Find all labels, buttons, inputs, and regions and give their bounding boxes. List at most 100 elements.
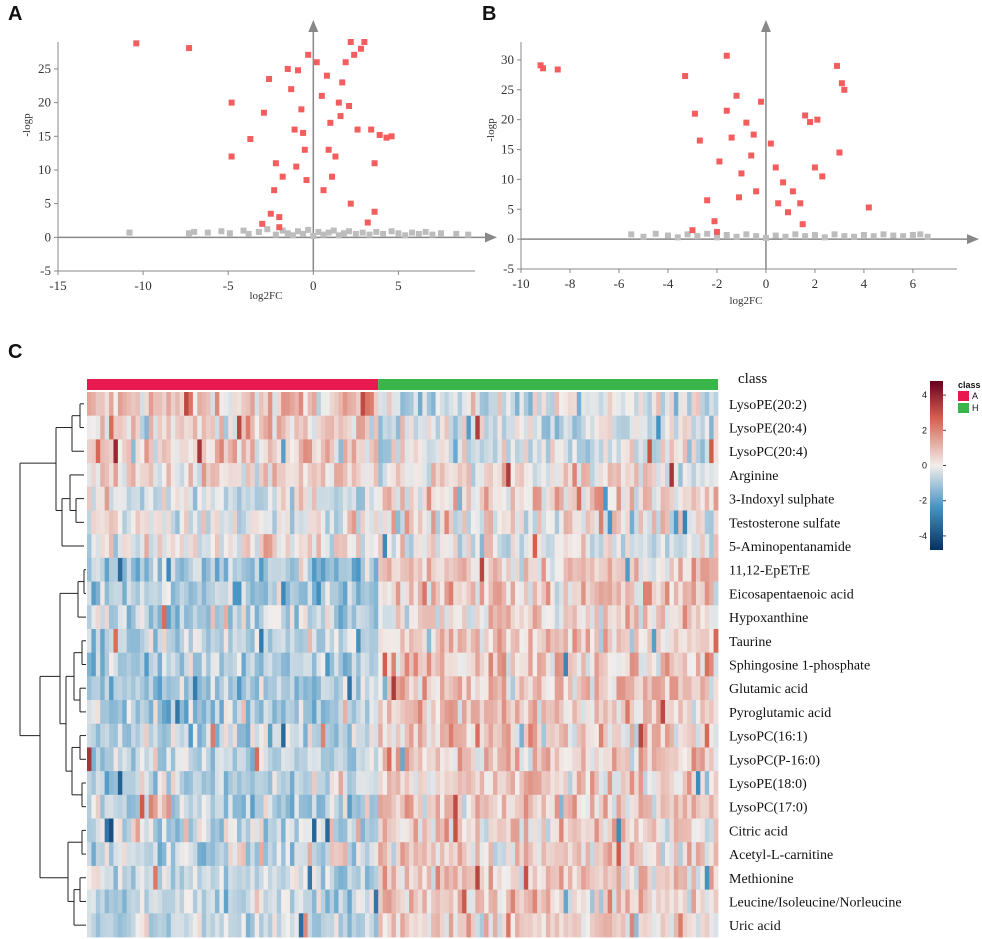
heatmap-cell — [298, 439, 304, 464]
x-tick-label: -2 — [712, 276, 723, 291]
heatmap-cell — [166, 652, 172, 677]
heatmap-cell — [307, 415, 313, 440]
heatmap-cell — [162, 771, 167, 796]
heatmap-cell — [219, 723, 225, 748]
heatmap-cell — [435, 676, 441, 701]
heatmap-cell — [298, 581, 304, 606]
heatmap-cell — [192, 439, 198, 464]
heatmap-cell — [651, 747, 657, 772]
heatmap-cell — [285, 534, 291, 559]
heatmap-cell — [307, 818, 313, 843]
heatmap-cell — [276, 605, 282, 630]
y-tick-label: 5 — [45, 196, 52, 211]
significant-point — [784, 209, 791, 216]
heatmap-cell — [126, 889, 132, 914]
heatmap-cell — [91, 392, 97, 417]
heatmap-cell — [223, 415, 229, 440]
heatmap-cell — [104, 510, 110, 535]
heatmap-cell — [537, 700, 542, 725]
heatmap-cell — [559, 747, 564, 772]
heatmap-cell — [245, 652, 251, 677]
heatmap-cell — [131, 865, 136, 891]
heatmap-cell — [581, 439, 587, 464]
heatmap-cell — [139, 913, 145, 938]
heatmap-cell — [95, 510, 101, 535]
heatmap-cell — [665, 747, 670, 772]
heatmap-cell — [356, 747, 361, 772]
heatmap-cell — [709, 794, 714, 819]
heatmap-cell — [245, 557, 251, 582]
heatmap-cell — [214, 439, 220, 464]
heatmap-cell — [272, 392, 278, 417]
heatmap-cell — [545, 439, 551, 464]
heatmap-cell — [113, 605, 119, 630]
heatmap-cell — [603, 557, 609, 582]
heatmap-cell — [298, 676, 304, 701]
heatmap-cell — [607, 747, 613, 772]
heatmap-cell — [616, 747, 622, 772]
heatmap-cell — [466, 486, 472, 511]
heatmap-cell — [329, 557, 335, 582]
heatmap-cell — [435, 510, 441, 535]
heatmap-cell — [700, 771, 706, 796]
heatmap-cell — [532, 628, 538, 654]
heatmap-cell — [435, 439, 441, 464]
heatmap-cell — [162, 700, 167, 725]
heatmap-cell — [210, 842, 216, 867]
heatmap-cell — [484, 581, 489, 606]
heatmap-cell — [678, 415, 684, 440]
heatmap-cell — [545, 557, 551, 582]
heatmap-cell — [228, 415, 234, 440]
heatmap-cell — [581, 889, 587, 914]
x-tick-label: -5 — [223, 278, 234, 293]
heatmap-cell — [391, 676, 397, 701]
heatmap-cell — [576, 723, 582, 748]
heatmap-cell — [510, 842, 516, 867]
heatmap-cell — [444, 723, 450, 748]
heatmap-cell — [157, 628, 163, 654]
heatmap-cell — [148, 415, 154, 440]
heatmap-cell — [100, 534, 106, 559]
heatmap-cell — [475, 747, 481, 772]
nonsignificant-point — [917, 231, 924, 238]
heatmap-cell — [682, 747, 688, 772]
heatmap-cell — [515, 771, 520, 796]
heatmap-cell — [179, 581, 185, 606]
heatmap-cell — [422, 557, 428, 582]
heatmap-cell — [660, 510, 666, 535]
heatmap-cell — [603, 865, 609, 891]
heatmap-cell — [665, 628, 670, 654]
heatmap-cell — [448, 865, 454, 891]
heatmap-cell — [625, 747, 631, 772]
heatmap-cell — [612, 486, 617, 511]
heatmap-cell — [298, 842, 304, 867]
heatmap-cell — [567, 605, 573, 630]
heatmap-cell — [91, 818, 97, 843]
heatmap-cell — [492, 415, 498, 440]
significant-point — [320, 187, 327, 194]
heatmap-cell — [470, 581, 476, 606]
heatmap-cell — [303, 652, 309, 677]
heatmap-cell — [223, 889, 229, 914]
heatmap-cell — [316, 913, 322, 938]
heatmap-cell — [113, 652, 119, 677]
heatmap-cell — [448, 913, 454, 938]
heatmap-cell — [607, 605, 613, 630]
heatmap-cell — [184, 865, 189, 891]
heatmap-cell — [87, 605, 92, 630]
heatmap-cell — [369, 534, 375, 559]
heatmap-cell — [153, 605, 159, 630]
heatmap-cell — [620, 463, 626, 488]
heatmap-row-label: Eicosapentaenoic acid — [729, 587, 854, 602]
heatmap-cell — [576, 889, 582, 914]
heatmap-row-label: Acetyl-L-carnitine — [729, 848, 833, 863]
heatmap-cell — [678, 794, 684, 819]
heatmap-cell — [170, 534, 176, 559]
significant-point — [186, 45, 193, 52]
heatmap-cell — [492, 439, 498, 464]
heatmap-cell — [109, 771, 114, 796]
heatmap-cell — [673, 676, 679, 701]
heatmap-cell — [334, 794, 339, 819]
heatmap-cell — [572, 842, 578, 867]
heatmap-cell — [484, 652, 489, 677]
